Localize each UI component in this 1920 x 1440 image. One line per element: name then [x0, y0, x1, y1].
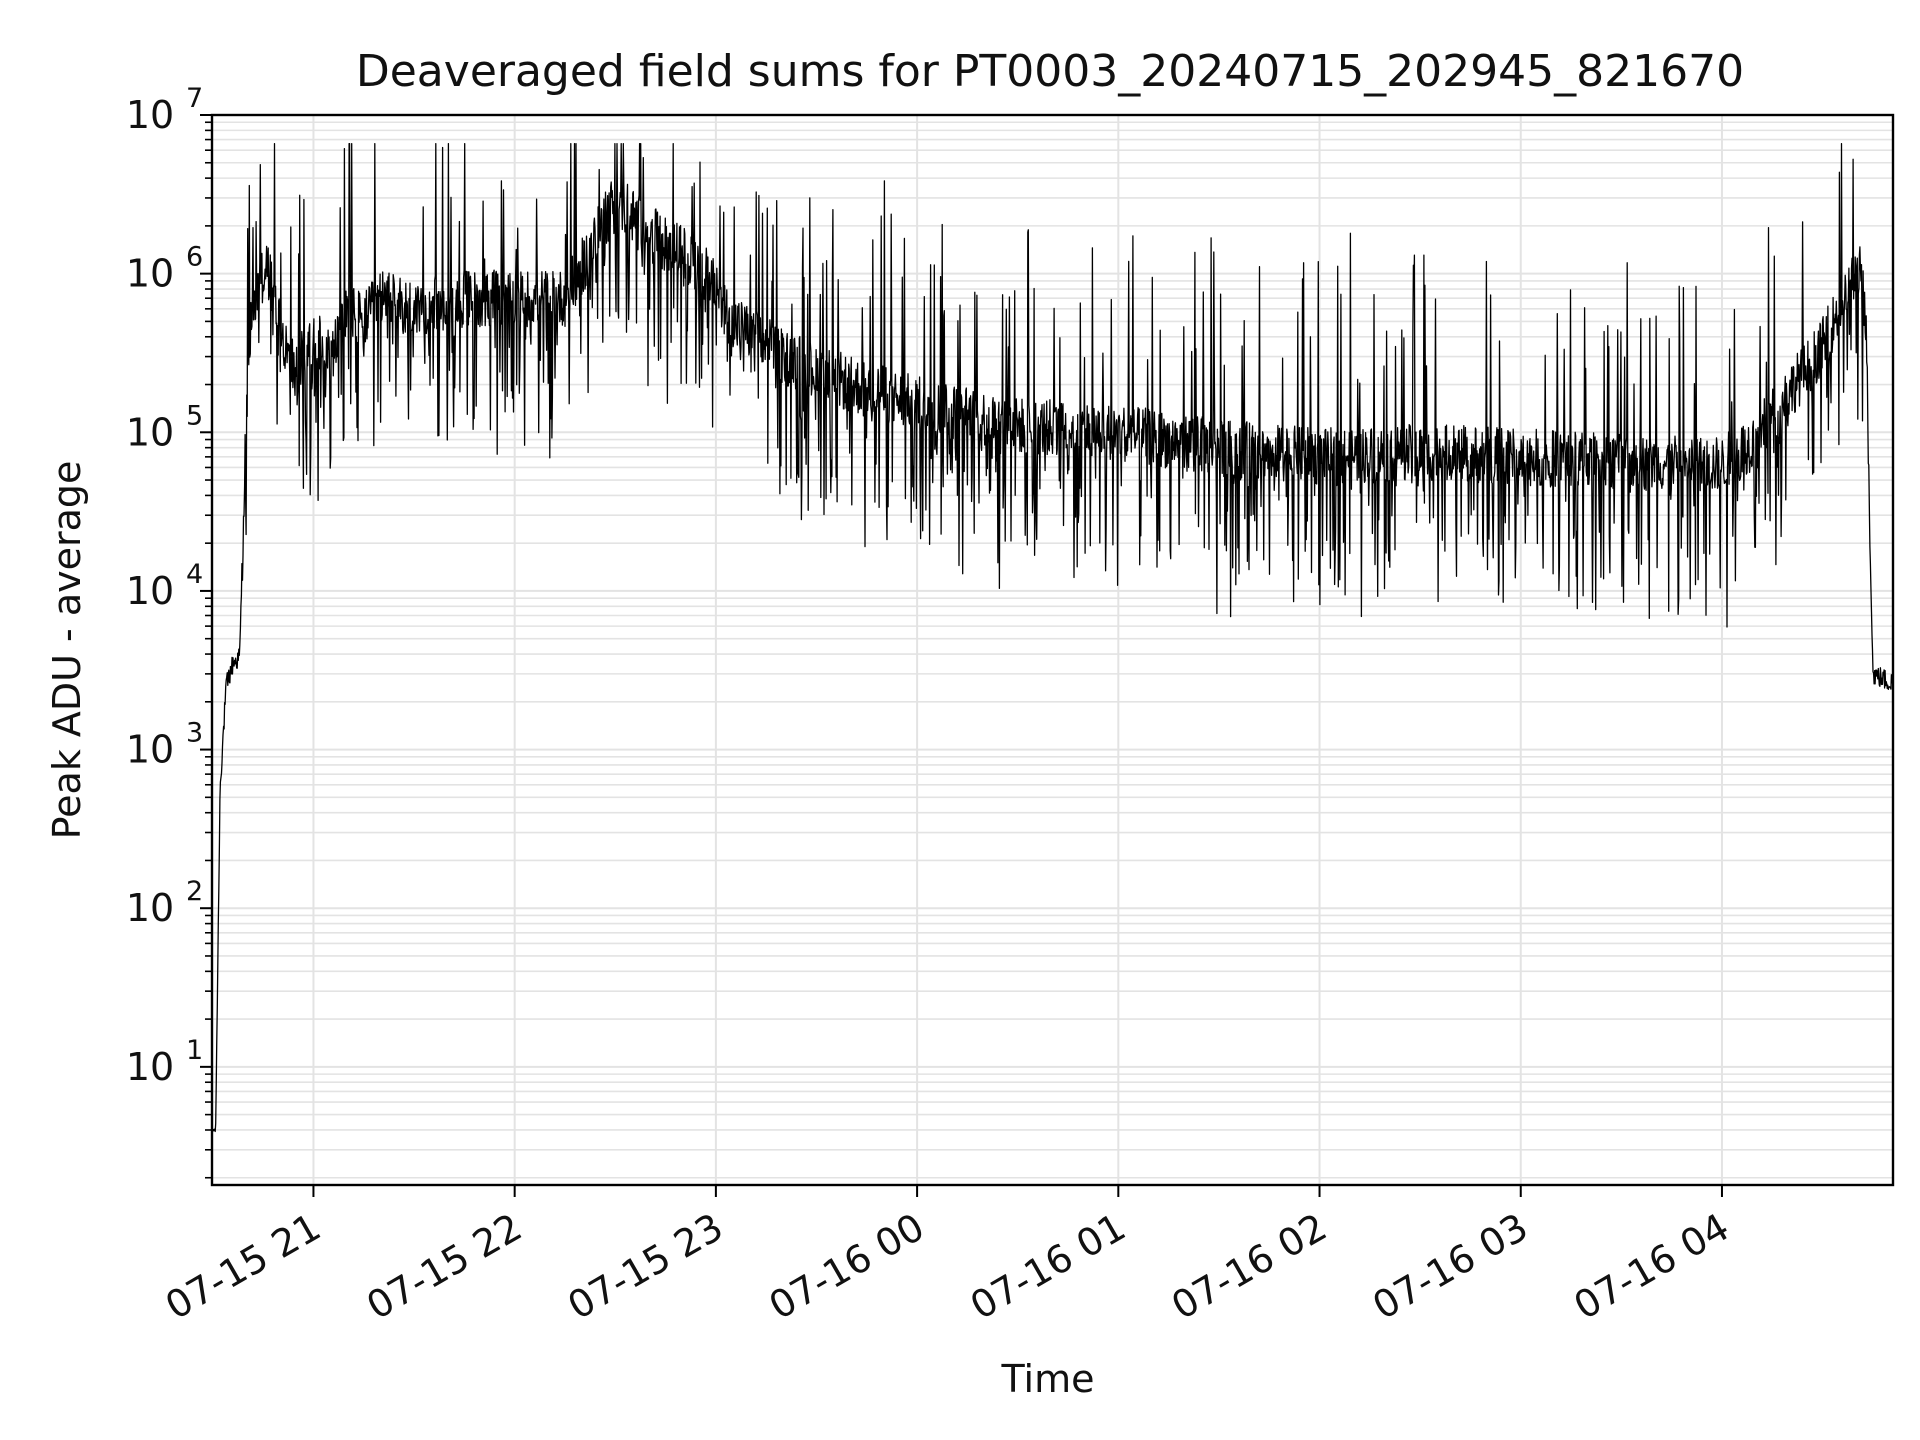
chart-title: Deaveraged field sums for PT0003_2024071… [356, 46, 1744, 97]
y-tick-label-exponent: 2 [186, 876, 203, 907]
x-axis-label: Time [1001, 1357, 1095, 1401]
y-tick-label-exponent: 1 [186, 1035, 203, 1066]
plot-area-frame [210, 113, 1895, 1187]
y-tick-label-exponent: 4 [186, 559, 203, 590]
line-layer [211, 142, 1894, 1133]
y-tick-label: 10 [126, 93, 174, 137]
y-tick-label-exponent: 7 [186, 83, 203, 114]
y-tick-label: 10 [126, 569, 174, 613]
y-tick-label: 10 [126, 410, 174, 454]
y-tick-label-exponent: 3 [186, 718, 203, 749]
series-line [211, 142, 1894, 1133]
y-tick-label-exponent: 6 [186, 242, 203, 273]
y-tick-label-exponent: 5 [186, 400, 203, 431]
y-tick-label: 10 [126, 1045, 174, 1089]
y-axis-label: Peak ADU - average [45, 461, 89, 840]
y-tick-label: 10 [126, 728, 174, 772]
y-tick-label: 10 [126, 252, 174, 296]
y-tick-label: 10 [126, 886, 174, 930]
